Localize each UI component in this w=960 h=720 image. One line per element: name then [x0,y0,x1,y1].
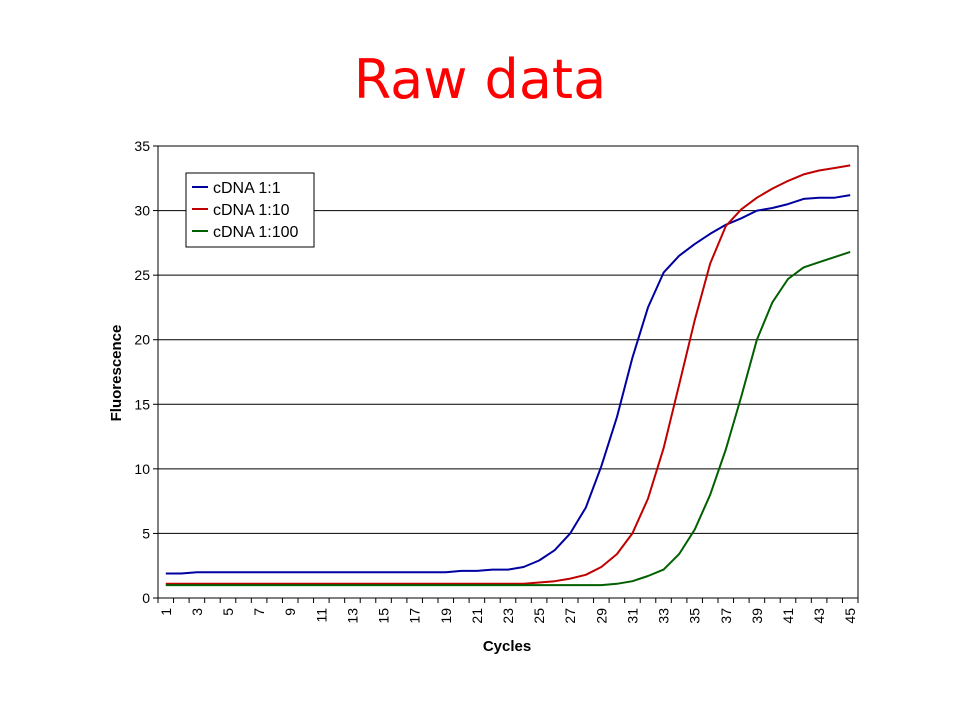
x-axis-title: Cycles [483,638,531,655]
y-tick-label: 25 [134,267,150,283]
x-tick-label: 43 [811,608,827,624]
y-tick-label: 5 [142,525,150,541]
legend: cDNA 1:1 cDNA 1:10 cDNA 1:100 [185,172,315,248]
x-tick-label: 37 [718,608,734,624]
y-tick-label: 15 [134,396,150,412]
legend-label-1: cDNA 1:1 [213,180,281,197]
y-tick-label: 0 [142,590,150,606]
y-tick-label: 30 [134,203,150,219]
x-tick-label: 33 [656,608,672,624]
series-line-2 [165,164,851,585]
x-tick-label: 17 [407,608,423,624]
series-line-1 [165,194,851,575]
x-tick-label: 9 [282,608,298,616]
x-tick-label: 31 [624,608,640,624]
y-tick-label: 20 [134,332,150,348]
x-tick-label: 15 [376,608,392,624]
x-tick-label: 45 [842,608,858,624]
series-lines [165,164,851,587]
x-tick-label: 39 [749,608,765,624]
y-tick-label: 10 [134,461,150,477]
legend-label-2: cDNA 1:10 [213,202,290,219]
x-tick-label: 13 [344,608,360,624]
x-tick-label: 11 [313,608,329,623]
x-tick-label: 1 [158,608,174,616]
x-tick-label: 21 [469,608,485,624]
x-tick-label: 29 [593,608,609,624]
x-tick-label: 35 [687,608,703,624]
x-tick-label: 3 [189,608,205,616]
x-tick-label: 25 [531,608,547,624]
x-tick-label: 41 [780,608,796,624]
slide-title: Raw data [353,48,607,111]
axes [153,145,859,603]
series-line-3 [165,250,851,587]
x-tick-label: 27 [562,608,578,624]
x-tick-label: 19 [438,608,454,624]
x-tick-label: 5 [220,608,236,616]
y-tick-label: 35 [134,138,150,154]
x-tick-label: 23 [500,608,516,624]
x-tick-label: 7 [251,608,267,616]
legend-label-3: cDNA 1:100 [213,224,298,241]
y-axis-title: Fluorescence [108,325,125,422]
